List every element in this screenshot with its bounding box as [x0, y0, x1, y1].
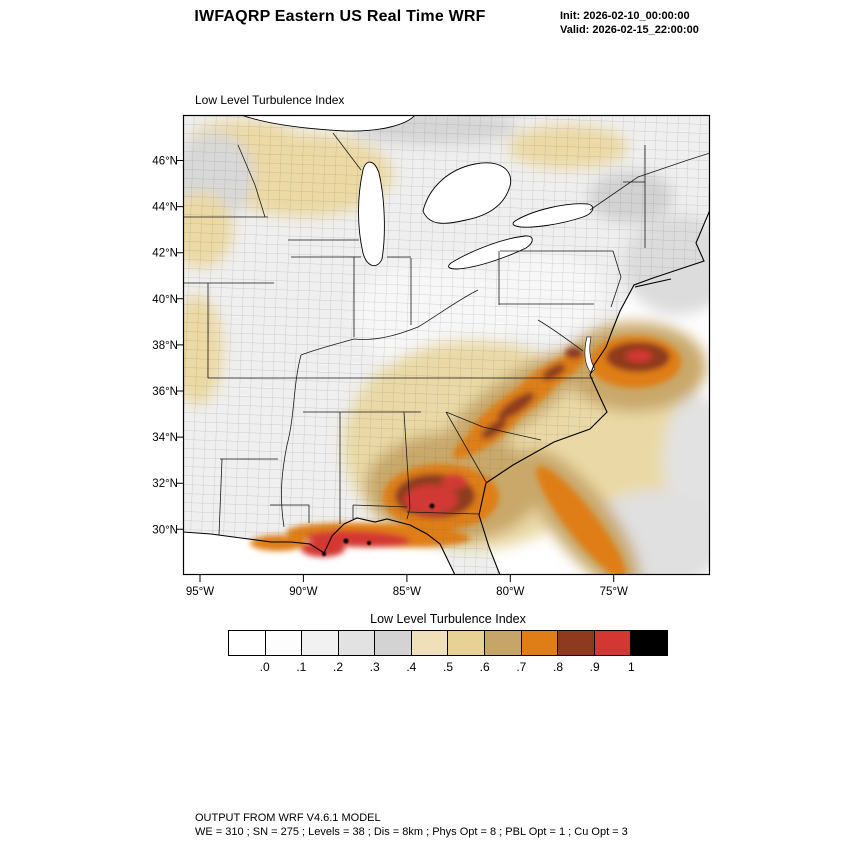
colorbar-segment: [374, 631, 411, 655]
colorbar-segment: [593, 631, 631, 655]
map-svg: Low Level Turbulence Index: [152, 93, 711, 598]
map-frame: [182, 114, 711, 576]
lat-label: 42°N: [152, 248, 178, 260]
lon-label: 95°W: [186, 586, 214, 598]
lat-label: 40°N: [152, 294, 178, 306]
lat-label: 34°N: [152, 432, 178, 444]
model-info-line1: OUTPUT FROM WRF V4.6.1 MODEL: [195, 812, 381, 824]
model-info-line2: WE = 310 ; SN = 275 ; Levels = 38 ; Dis …: [195, 826, 628, 839]
lat-label: 30°N: [152, 524, 178, 536]
colorbar-tick-label: .7: [516, 660, 527, 674]
state-borders: [183, 132, 710, 536]
lon-label: 90°W: [289, 586, 317, 598]
lake-huron: [422, 162, 512, 224]
colorbar-segment: [301, 631, 338, 655]
model-info: OUTPUT FROM WRF V4.6.1 MODEL WE = 310 ; …: [195, 811, 628, 840]
colorbar-tick-label: .5: [442, 660, 454, 674]
field-label: Low Level Turbulence Index: [195, 93, 344, 107]
lon-label: 80°W: [496, 586, 524, 598]
lat-label: 32°N: [152, 478, 178, 490]
map-figure: Low Level Turbulence Index: [140, 88, 740, 600]
colorbar-segment: [557, 631, 594, 655]
colorbar-segment: [630, 631, 667, 655]
colorbar-segment: [337, 631, 375, 655]
colorbar-tick-label: .3: [369, 660, 380, 674]
lake-ontario: [512, 203, 594, 228]
colorbar-segment: [229, 631, 265, 655]
colorbar-tick-labels: .0 .1 .2 .3 .4 .5 .6 .7 .8 .9 1: [228, 660, 668, 676]
valid-time-label: Valid: 2026-02-15_22:00:00: [560, 23, 699, 36]
colorbar-segment: [447, 631, 485, 655]
lon-label: 85°W: [393, 586, 421, 598]
chesapeake-bay: [584, 336, 596, 374]
lat-label: 38°N: [152, 340, 178, 352]
lat-ticks: [176, 160, 183, 530]
lake-erie: [448, 235, 533, 270]
colorbar-tick-label: .9: [589, 660, 600, 674]
colorbar-segment: [410, 631, 448, 655]
county-grid: [183, 115, 710, 575]
page-title: IWFAQRP Eastern US Real Time WRF: [194, 8, 486, 25]
coastline: [183, 209, 710, 575]
colorbar-tick-label: 1: [627, 660, 635, 674]
lat-label: 44°N: [152, 202, 178, 214]
colorbar-segment: [520, 631, 558, 655]
colorbar: [228, 630, 668, 656]
map-canvas: [183, 115, 710, 575]
lat-label: 46°N: [152, 156, 178, 168]
colorbar-tick-label: .6: [479, 660, 490, 674]
lat-label: 36°N: [152, 386, 178, 398]
colorbar-tick-label: .8: [552, 660, 564, 674]
lake-michigan: [358, 161, 385, 267]
run-info: Init: 2026-02-10_00:00:00 Valid: 2026-02…: [560, 10, 699, 38]
colorbar-segment: [484, 631, 521, 655]
colorbar-tick-label: .2: [332, 660, 344, 674]
colorbar-tick-label: .4: [406, 660, 417, 674]
lon-ticks: [199, 575, 615, 582]
colorbar-tick-label: .0: [259, 660, 270, 674]
lon-label: 75°W: [600, 586, 628, 598]
colorbar-segment: [264, 631, 302, 655]
lake-superior: [240, 115, 416, 132]
colorbar-title: Low Level Turbulence Index: [370, 612, 526, 626]
init-time-label: Init: 2026-02-10_00:00:00: [560, 10, 690, 22]
colorbar-tick-label: .1: [296, 660, 307, 674]
great-lakes: [240, 115, 594, 270]
